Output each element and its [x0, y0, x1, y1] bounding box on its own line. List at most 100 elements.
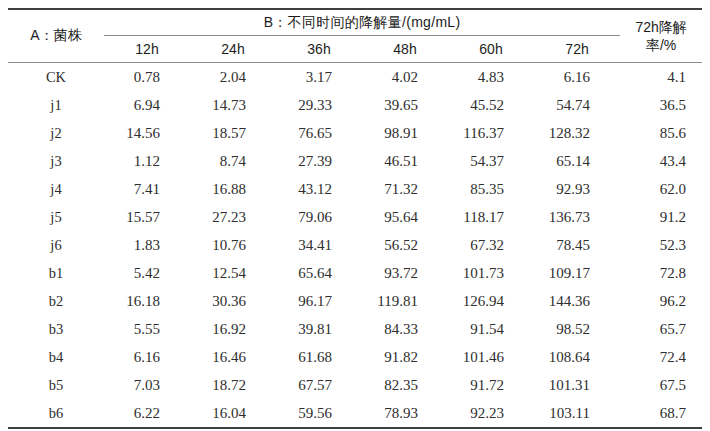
time-column-header-24h: 24h [190, 36, 276, 63]
strain-cell: b3 [8, 315, 104, 343]
value-cell: 6.22 [104, 399, 190, 428]
value-cell: 101.31 [534, 371, 620, 399]
table-row: j31.128.7427.3946.5154.3765.1443.4 [8, 147, 702, 175]
rate-cell: 43.4 [620, 147, 702, 175]
table-row: b57.0318.7267.5782.3591.72101.3167.5 [8, 371, 702, 399]
value-cell: 4.02 [362, 63, 448, 92]
table-row: j47.4116.8843.1271.3285.3592.9362.0 [8, 175, 702, 203]
table-row: b35.5516.9239.8184.3391.5498.5265.7 [8, 315, 702, 343]
value-cell: 14.56 [104, 119, 190, 147]
value-cell: 91.72 [448, 371, 534, 399]
value-cell: 76.65 [276, 119, 362, 147]
value-cell: 67.32 [448, 231, 534, 259]
value-cell: 119.81 [362, 287, 448, 315]
strain-cell: b4 [8, 343, 104, 371]
header-row-times: 12h 24h 36h 48h 60h 72h [8, 36, 702, 63]
value-cell: 8.74 [190, 147, 276, 175]
table-header: A：菌株 B：不同时间的降解量/(mg/mL) 72h降解 率/% 12h 24… [8, 9, 702, 63]
value-cell: 67.57 [276, 371, 362, 399]
value-cell: 5.42 [104, 259, 190, 287]
value-cell: 0.78 [104, 63, 190, 92]
value-cell: 103.11 [534, 399, 620, 428]
strain-cell: j6 [8, 231, 104, 259]
table-row: b46.1616.4661.6891.82101.46108.6472.4 [8, 343, 702, 371]
value-cell: 39.81 [276, 315, 362, 343]
rate-cell: 68.7 [620, 399, 702, 428]
value-cell: 1.83 [104, 231, 190, 259]
value-cell: 45.52 [448, 91, 534, 119]
value-cell: 16.04 [190, 399, 276, 428]
header-row-top: A：菌株 B：不同时间的降解量/(mg/mL) 72h降解 率/% [8, 9, 702, 36]
value-cell: 92.93 [534, 175, 620, 203]
value-cell: 16.92 [190, 315, 276, 343]
rate-cell: 4.1 [620, 63, 702, 92]
value-cell: 126.94 [448, 287, 534, 315]
value-cell: 16.88 [190, 175, 276, 203]
value-cell: 136.73 [534, 203, 620, 231]
time-column-header-36h: 36h [276, 36, 362, 63]
value-cell: 16.18 [104, 287, 190, 315]
value-cell: 46.51 [362, 147, 448, 175]
value-cell: 6.16 [534, 63, 620, 92]
value-cell: 84.33 [362, 315, 448, 343]
rate-cell: 52.3 [620, 231, 702, 259]
value-cell: 65.14 [534, 147, 620, 175]
value-cell: 43.12 [276, 175, 362, 203]
rate-column-header: 72h降解 率/% [620, 9, 702, 63]
value-cell: 116.37 [448, 119, 534, 147]
table-body: CK0.782.043.174.024.836.164.1j16.9414.73… [8, 63, 702, 429]
rate-cell: 91.2 [620, 203, 702, 231]
rate-header-line1: 72h降解 [620, 18, 702, 36]
value-cell: 101.46 [448, 343, 534, 371]
strain-cell: b6 [8, 399, 104, 428]
time-column-header-48h: 48h [362, 36, 448, 63]
value-cell: 27.23 [190, 203, 276, 231]
rate-cell: 72.4 [620, 343, 702, 371]
value-cell: 5.55 [104, 315, 190, 343]
value-cell: 39.65 [362, 91, 448, 119]
strain-cell: b5 [8, 371, 104, 399]
value-cell: 144.36 [534, 287, 620, 315]
value-cell: 128.32 [534, 119, 620, 147]
group-header: B：不同时间的降解量/(mg/mL) [104, 9, 620, 36]
time-column-header-60h: 60h [448, 36, 534, 63]
strain-cell: j3 [8, 147, 104, 175]
value-cell: 108.64 [534, 343, 620, 371]
rate-header-line2: 率/% [620, 36, 702, 54]
rate-cell: 72.8 [620, 259, 702, 287]
value-cell: 54.37 [448, 147, 534, 175]
table-row: j61.8310.7634.4156.5267.3278.4552.3 [8, 231, 702, 259]
table-row: j515.5727.2379.0695.64118.17136.7391.2 [8, 203, 702, 231]
strain-column-header: A：菌株 [8, 9, 104, 63]
strain-cell: j2 [8, 119, 104, 147]
value-cell: 54.74 [534, 91, 620, 119]
value-cell: 29.33 [276, 91, 362, 119]
value-cell: 109.17 [534, 259, 620, 287]
value-cell: 1.12 [104, 147, 190, 175]
rate-cell: 65.7 [620, 315, 702, 343]
value-cell: 6.94 [104, 91, 190, 119]
value-cell: 18.57 [190, 119, 276, 147]
value-cell: 91.82 [362, 343, 448, 371]
time-column-header-12h: 12h [104, 36, 190, 63]
value-cell: 93.72 [362, 259, 448, 287]
strain-cell: b1 [8, 259, 104, 287]
table-row: b66.2216.0459.5678.9392.23103.1168.7 [8, 399, 702, 428]
strain-cell: j1 [8, 91, 104, 119]
rate-cell: 62.0 [620, 175, 702, 203]
value-cell: 15.57 [104, 203, 190, 231]
strain-cell: j4 [8, 175, 104, 203]
table-row: CK0.782.043.174.024.836.164.1 [8, 63, 702, 92]
value-cell: 12.54 [190, 259, 276, 287]
table-row: j16.9414.7329.3339.6545.5254.7436.5 [8, 91, 702, 119]
value-cell: 78.45 [534, 231, 620, 259]
value-cell: 91.54 [448, 315, 534, 343]
table-row: b15.4212.5465.6493.72101.73109.1772.8 [8, 259, 702, 287]
value-cell: 30.36 [190, 287, 276, 315]
value-cell: 7.41 [104, 175, 190, 203]
value-cell: 98.91 [362, 119, 448, 147]
value-cell: 96.17 [276, 287, 362, 315]
rate-cell: 96.2 [620, 287, 702, 315]
strain-cell: j5 [8, 203, 104, 231]
value-cell: 85.35 [448, 175, 534, 203]
